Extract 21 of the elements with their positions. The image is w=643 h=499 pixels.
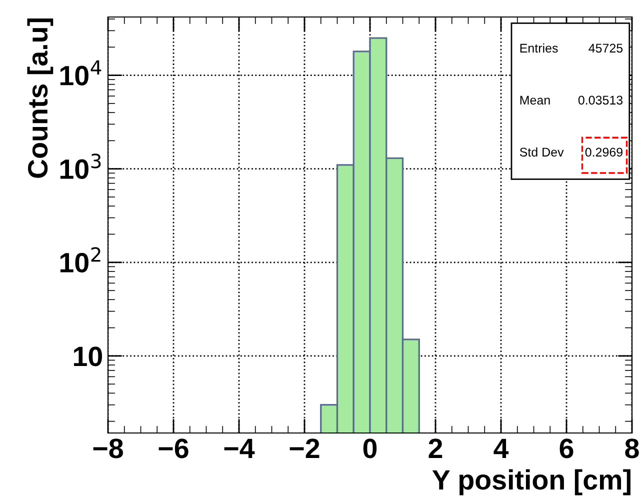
- x-tick-label: −6: [158, 438, 188, 458]
- x-tick-label: 8: [625, 438, 639, 458]
- y-tick-label: 10: [74, 346, 102, 366]
- x-tick-label: −4: [224, 438, 255, 458]
- x-tick-label: 4: [494, 438, 509, 458]
- annotation: Std Dev: [520, 147, 564, 157]
- x-tick-label: −2: [290, 438, 320, 458]
- x-tick-label: 2: [428, 438, 442, 458]
- x-tick-label: 0: [363, 438, 377, 458]
- y-tick-label: 10$^{2}$: [60, 247, 100, 273]
- x-tick-label: −8: [93, 438, 123, 458]
- annotation: Entries: [520, 43, 558, 53]
- y-axis-title: Counts [a.u]: [27, 18, 54, 178]
- annotation: 0.2969: [585, 148, 623, 157]
- annotation: Mean: [520, 96, 550, 105]
- annotation: 0.03513: [578, 96, 623, 105]
- y-tick-label: 10$^{4}$: [60, 60, 102, 86]
- annotation: 45725: [588, 44, 623, 53]
- x-axis-title: Y position [cm]: [432, 469, 630, 496]
- y-tick-label: 10$^{3}$: [60, 154, 101, 179]
- x-tick-label: 6: [560, 438, 574, 458]
